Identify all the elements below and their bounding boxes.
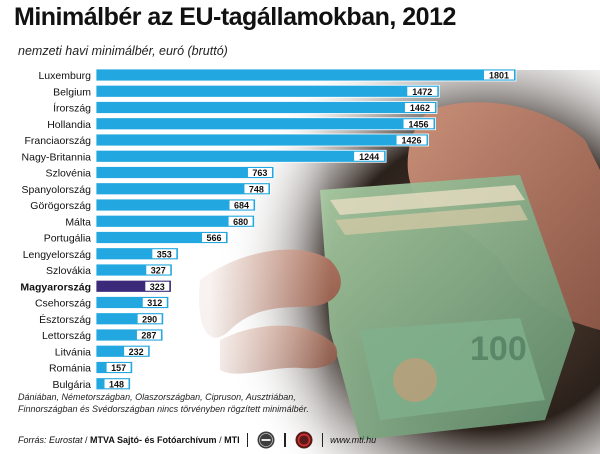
value-label: 157 [111, 363, 126, 373]
category-label: Észtország [39, 313, 91, 326]
category-label: Szlovákia [46, 265, 91, 277]
category-label: Málta [65, 216, 91, 228]
bar [95, 68, 517, 82]
website-link[interactable]: www.mti.hu [330, 435, 377, 445]
value-label-background [244, 184, 269, 194]
category-label: Szlovénia [45, 168, 91, 180]
value-label-background [228, 216, 253, 226]
value-label-background [106, 363, 131, 372]
value-label: 1801 [489, 71, 509, 81]
value-label: 763 [252, 168, 267, 178]
value-label: 312 [147, 298, 162, 308]
value-label-background [146, 265, 171, 275]
footer: Forrás: Eurostat / MTVA Sajtó- és Fotóar… [18, 431, 376, 449]
bar [95, 133, 429, 147]
value-label-background [152, 249, 177, 259]
bar [95, 101, 438, 114]
category-label: Franciaország [24, 135, 91, 147]
value-label-background [396, 135, 427, 145]
category-label: Bulgária [52, 379, 91, 391]
category-label: Lettország [42, 330, 91, 342]
value-label: 1472 [412, 87, 432, 97]
category-label: Luxemburg [38, 70, 91, 82]
value-label-background [404, 103, 435, 112]
category-label: Portugália [44, 233, 91, 245]
mti-logo-icon [295, 431, 313, 449]
category-label: Hollandia [47, 119, 91, 131]
bar [95, 231, 229, 244]
value-label: 748 [249, 184, 264, 194]
value-label: 287 [141, 331, 156, 341]
value-label: 353 [157, 249, 172, 259]
value-label: 323 [150, 282, 165, 292]
value-label-background [484, 70, 514, 80]
value-label: 680 [233, 217, 248, 227]
value-label-background [142, 298, 167, 307]
value-label: 148 [109, 379, 124, 389]
chart-subtitle: nemzeti havi minimálbér, euró (bruttó) [18, 44, 228, 58]
value-label: 1462 [410, 103, 430, 113]
value-label-background [124, 346, 149, 356]
category-label: Spanyolország [22, 184, 92, 196]
value-label: 1244 [359, 152, 379, 162]
value-label: 1456 [409, 119, 429, 129]
value-label-background [407, 86, 438, 96]
category-label: Nagy-Britannia [22, 151, 92, 163]
category-label: Litvánia [55, 346, 91, 358]
value-label: 684 [234, 201, 249, 211]
value-label-background [136, 330, 161, 340]
category-label: Románia [49, 363, 91, 375]
value-label: 232 [129, 347, 144, 357]
agency-name: MTVA Sajtó- és Fotóarchívum [90, 435, 217, 445]
category-label: Magyarország [20, 281, 91, 293]
category-label: Lengyelország [23, 249, 91, 261]
value-label-background [137, 314, 162, 324]
category-label: Írország [53, 102, 91, 115]
bar [95, 214, 255, 228]
bar [95, 198, 256, 212]
source-label: Forrás: Eurostat [18, 435, 83, 445]
bar [95, 149, 387, 163]
value-label-background [145, 281, 170, 291]
mtva-logo-icon [257, 431, 275, 449]
value-label: 1426 [402, 136, 422, 146]
category-label: Belgium [53, 86, 91, 98]
bar [95, 117, 436, 131]
value-label-background [229, 200, 254, 210]
value-label-background [247, 168, 272, 177]
value-label: 290 [142, 314, 157, 324]
value-label-background [403, 119, 434, 129]
bar [95, 84, 440, 98]
value-label-background [354, 151, 385, 161]
agency-short: MTI [224, 435, 240, 445]
value-label: 566 [206, 233, 221, 243]
chart-title: Minimálbér az EU-tagállamokban, 2012 [14, 3, 456, 31]
bar [95, 182, 271, 196]
bar [95, 166, 275, 179]
footnote: Dániában, Németországban, Olaszországban… [18, 392, 309, 414]
value-label-background [104, 379, 129, 389]
category-label: Görögország [30, 200, 91, 212]
value-label: 327 [151, 266, 166, 276]
category-label: Csehország [35, 298, 91, 310]
value-label-background [201, 233, 226, 242]
